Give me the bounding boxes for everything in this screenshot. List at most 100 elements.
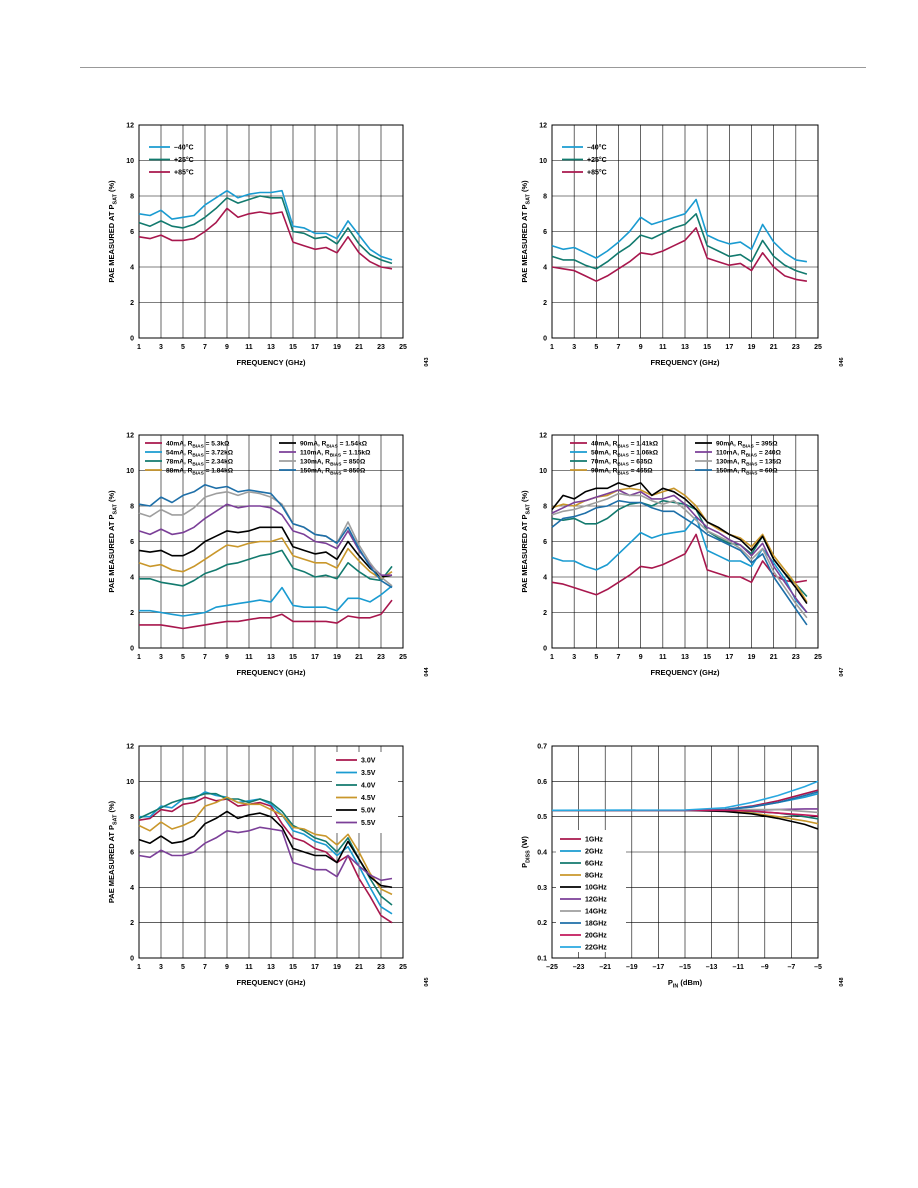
y-tick-label: 0	[130, 646, 134, 653]
plot-frame	[551, 124, 819, 339]
legend-box	[332, 752, 398, 833]
series-line-5	[138, 526, 393, 578]
x-tick-label: –21	[599, 964, 611, 971]
x-tick-label: 7	[203, 344, 207, 351]
x-tick-label: 7	[203, 964, 207, 971]
legend: 1GHz 2GHz 6GHz 8GHz 10GHz 12GHz 14GHz 18GHz 20GH…	[556, 830, 626, 952]
y-tick-label: 6	[130, 229, 134, 236]
legend-label: +85°C	[587, 169, 607, 177]
x-tick-label: 17	[725, 654, 733, 661]
y-tick-label: 2	[130, 610, 134, 617]
legend-label: 8GHz	[585, 873, 603, 880]
legend-label: 110mA, RBIAS = 240Ω	[716, 450, 782, 459]
legend-label: 3.5V	[361, 770, 376, 777]
x-tick-label: 25	[814, 344, 822, 351]
legend-label: 4.0V	[361, 783, 376, 790]
y-tick-label: 8	[543, 504, 547, 511]
y-tick-label: 8	[130, 504, 134, 511]
x-tick-label: 17	[725, 344, 733, 351]
x-tick-label: 13	[267, 344, 275, 351]
x-tick-label: 23	[792, 654, 800, 661]
plot-frame	[551, 434, 819, 649]
legend-label: +25°C	[174, 156, 194, 164]
series-line-7	[138, 490, 393, 587]
x-tick-label: 21	[770, 654, 778, 661]
y-tick-label: 0	[543, 646, 547, 653]
plot-frame	[551, 745, 819, 959]
y-tick-label: 2	[543, 300, 547, 307]
x-tick-label: 17	[311, 344, 319, 351]
x-tick-label: –5	[814, 964, 822, 971]
legend-label: 2GHz	[585, 849, 603, 856]
series-line-1	[551, 198, 808, 263]
legend-label: 78mA, RBIAS = 2.34kΩ	[166, 459, 234, 468]
y-tick-label: 4	[543, 575, 547, 582]
series-line-1	[551, 533, 808, 596]
x-tick-label: –15	[679, 964, 691, 971]
x-tick-label: 3	[159, 654, 163, 661]
x-tick-label: 3	[159, 964, 163, 971]
x-tick-label: 9	[225, 344, 229, 351]
y-tick-label: 10	[539, 158, 547, 165]
chart-1: 1 3 5 7 9 11 13 15 17 19 21 23 25024681012FREQUENCY …	[107, 123, 430, 368]
legend-label: 150mA, RBIAS = 60Ω	[716, 468, 778, 477]
x-tick-label: 15	[289, 654, 297, 661]
y-tick-label: 4	[543, 265, 547, 272]
x-tick-label: 3	[572, 344, 576, 351]
chart-3: 1 3 5 7 9 11 13 15 17 19 21 23 25024681012FREQUENCY …	[107, 433, 430, 678]
x-axis-label: FREQUENCY (GHz)	[236, 668, 306, 677]
y-tick-label: 0.4	[537, 850, 547, 857]
x-tick-label: 11	[245, 654, 253, 661]
x-tick-label: 1	[550, 654, 554, 661]
x-tick-label: 17	[311, 964, 319, 971]
figure-id: 048	[839, 977, 845, 986]
chart-6: –25 –23 –21 –19 –17 –15 –13 –11 –9 –7 –5 0.1 0.2 0.3 0…	[520, 744, 845, 990]
legend-label: 4.5V	[361, 795, 376, 802]
y-tick-label: 12	[126, 433, 134, 440]
x-tick-label: 23	[377, 964, 385, 971]
x-tick-label: –7	[788, 964, 796, 971]
legend-label: 14GHz	[585, 909, 607, 916]
x-tick-label: 5	[181, 654, 185, 661]
legend-label: 40mA, RBIAS = 1.41kΩ	[591, 441, 659, 450]
legend-label: 130mA, RBIAS = 135Ω	[716, 459, 782, 468]
figure-id: 047	[839, 667, 845, 676]
x-tick-label: 3	[572, 654, 576, 661]
legend-label: 5.0V	[361, 808, 376, 815]
y-tick-label: 4	[130, 885, 134, 892]
y-tick-label: 6	[543, 229, 547, 236]
x-tick-label: 23	[377, 344, 385, 351]
x-tick-label: 19	[333, 344, 341, 351]
legend-label: 10GHz	[585, 885, 607, 892]
y-tick-label: 4	[130, 575, 134, 582]
legend-label: 1GHz	[585, 837, 603, 844]
x-tick-label: 25	[399, 654, 407, 661]
legend: –40°C +25°C +85°C	[562, 144, 607, 177]
legend-label: 90mA, RBIAS = 1.54kΩ	[300, 441, 368, 450]
y-axis-label: PAE MEASURED AT PSAT (%)	[107, 800, 118, 903]
series-line-4	[138, 537, 393, 580]
y-tick-label: 0.5	[537, 814, 547, 821]
series-line-5	[551, 482, 808, 605]
series-line-3	[138, 207, 393, 270]
legend-label: 40mA, RBIAS = 5.3kΩ	[166, 441, 230, 450]
legend-label: 18GHz	[585, 921, 607, 928]
x-tick-label: 1	[137, 344, 141, 351]
y-tick-label: 12	[539, 433, 547, 440]
y-tick-label: 2	[130, 300, 134, 307]
legend-label: 130mA, RBIAS = 850Ω	[300, 459, 366, 468]
y-tick-label: 0.6	[537, 779, 547, 786]
y-tick-label: 8	[543, 194, 547, 201]
y-tick-label: 0.2	[537, 920, 547, 927]
x-tick-label: 15	[703, 654, 711, 661]
legend-label: +85°C	[174, 169, 194, 177]
x-axis-label: PIN (dBm)	[668, 978, 703, 989]
y-tick-label: 12	[126, 123, 134, 130]
y-tick-label: 6	[130, 539, 134, 546]
x-tick-label: 15	[289, 964, 297, 971]
x-tick-label: 21	[770, 344, 778, 351]
x-tick-label: 23	[377, 654, 385, 661]
x-tick-label: 13	[681, 654, 689, 661]
